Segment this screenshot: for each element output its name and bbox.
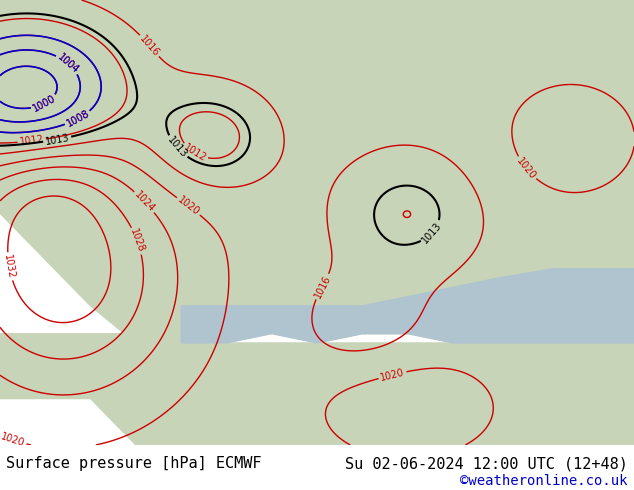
Text: 1013: 1013	[420, 220, 444, 245]
Text: 1020: 1020	[379, 367, 406, 383]
Text: 1020: 1020	[0, 432, 26, 449]
Text: 1020: 1020	[515, 156, 538, 181]
Text: 1016: 1016	[313, 273, 332, 300]
Text: 1020: 1020	[176, 195, 201, 218]
Polygon shape	[272, 0, 498, 158]
Text: ©weatheronline.co.uk: ©weatheronline.co.uk	[460, 474, 628, 488]
Text: 1013: 1013	[44, 132, 70, 147]
Text: 1008: 1008	[65, 108, 91, 129]
Text: 1008: 1008	[65, 108, 91, 129]
Polygon shape	[172, 130, 226, 213]
Text: 1024: 1024	[133, 190, 157, 214]
Text: 1004: 1004	[55, 52, 81, 75]
Text: 1032: 1032	[3, 253, 16, 279]
Text: 1000: 1000	[31, 94, 58, 114]
Text: Surface pressure [hPa] ECMWF: Surface pressure [hPa] ECMWF	[6, 456, 262, 471]
Text: 1028: 1028	[128, 227, 146, 254]
Text: 1013: 1013	[165, 135, 189, 160]
Text: 1000: 1000	[31, 94, 58, 114]
Polygon shape	[181, 269, 634, 343]
Text: Su 02-06-2024 12:00 UTC (12+48): Su 02-06-2024 12:00 UTC (12+48)	[345, 456, 628, 471]
Text: 1012: 1012	[19, 135, 44, 147]
Text: 1004: 1004	[55, 52, 81, 75]
Polygon shape	[145, 167, 172, 204]
Text: 1012: 1012	[181, 142, 208, 164]
Text: 1016: 1016	[138, 33, 162, 58]
Polygon shape	[0, 334, 634, 445]
Polygon shape	[0, 0, 634, 352]
